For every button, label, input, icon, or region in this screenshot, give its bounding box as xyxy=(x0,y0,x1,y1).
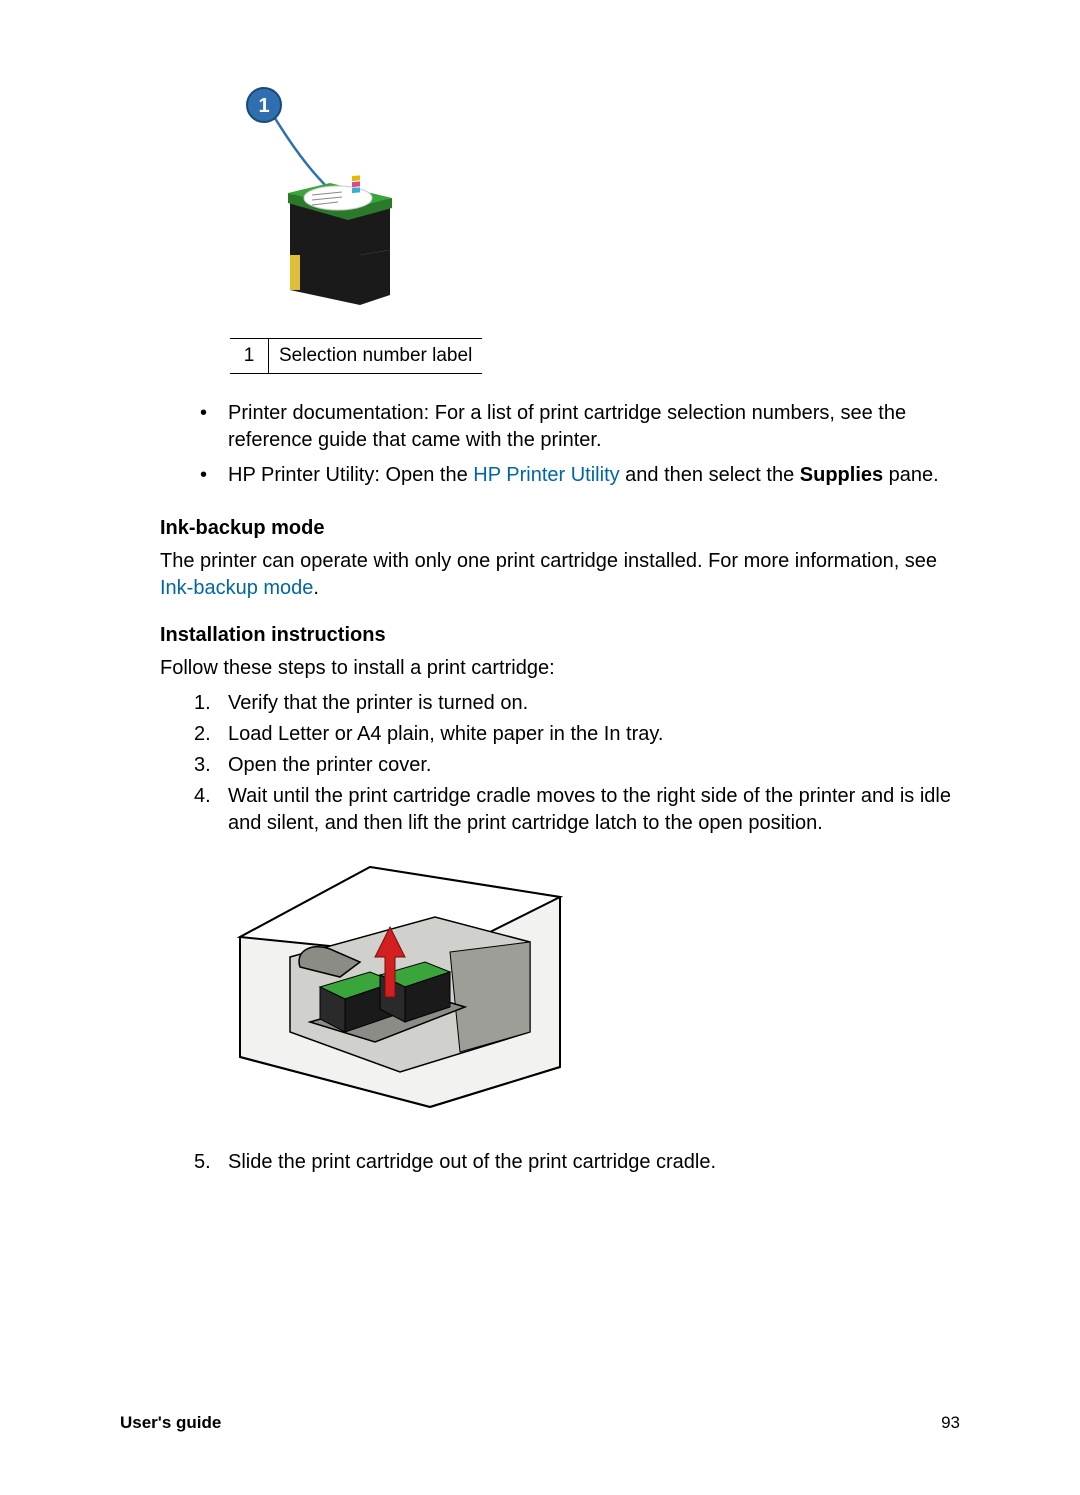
footer-page-number: 93 xyxy=(941,1412,960,1435)
page: 1 xyxy=(0,0,1080,1495)
label-table-text: Selection number label xyxy=(269,339,483,374)
ink-backup-text-post: . xyxy=(313,577,319,599)
install-intro: Follow these steps to install a print ca… xyxy=(160,655,960,682)
step-4: Wait until the print cartridge cradle mo… xyxy=(194,783,960,837)
printer-cradle-illustration xyxy=(230,857,570,1117)
info-bullet-list: Printer documentation: For a list of pri… xyxy=(194,400,960,489)
step-3: Open the printer cover. xyxy=(194,752,960,779)
installation-instructions-heading: Installation instructions xyxy=(160,622,960,649)
bullet-text-post: pane. xyxy=(883,464,939,486)
label-table-num: 1 xyxy=(230,339,269,374)
cartridge-illustration: 1 xyxy=(230,80,430,320)
bullet-text-mid: and then select the xyxy=(620,464,800,486)
callout-number: 1 xyxy=(258,95,269,117)
callout-label-table: 1 Selection number label xyxy=(230,338,482,374)
install-steps-list-continued: Slide the print cartridge out of the pri… xyxy=(194,1149,960,1176)
page-footer: User's guide 93 xyxy=(120,1412,960,1435)
ink-backup-mode-heading: Ink-backup mode xyxy=(160,515,960,542)
supplies-pane-label: Supplies xyxy=(800,464,883,486)
bullet-text: Printer documentation: For a list of pri… xyxy=(228,402,906,451)
step-1: Verify that the printer is turned on. xyxy=(194,690,960,717)
step-2: Load Letter or A4 plain, white paper in … xyxy=(194,721,960,748)
hp-printer-utility-link[interactable]: HP Printer Utility xyxy=(473,464,619,486)
bullet-hp-utility: HP Printer Utility: Open the HP Printer … xyxy=(194,462,960,489)
step-5: Slide the print cartridge out of the pri… xyxy=(194,1149,960,1176)
bullet-printer-doc: Printer documentation: For a list of pri… xyxy=(194,400,960,454)
ink-backup-mode-link[interactable]: Ink-backup mode xyxy=(160,577,313,599)
ink-backup-paragraph: The printer can operate with only one pr… xyxy=(160,548,960,602)
install-steps-list: Verify that the printer is turned on. Lo… xyxy=(194,690,960,837)
footer-title: User's guide xyxy=(120,1412,221,1435)
ink-backup-text-pre: The printer can operate with only one pr… xyxy=(160,550,937,572)
bullet-text-pre: HP Printer Utility: Open the xyxy=(228,464,473,486)
figure-printer-cradle xyxy=(230,857,960,1125)
figure-cartridge-callout: 1 xyxy=(230,80,960,328)
